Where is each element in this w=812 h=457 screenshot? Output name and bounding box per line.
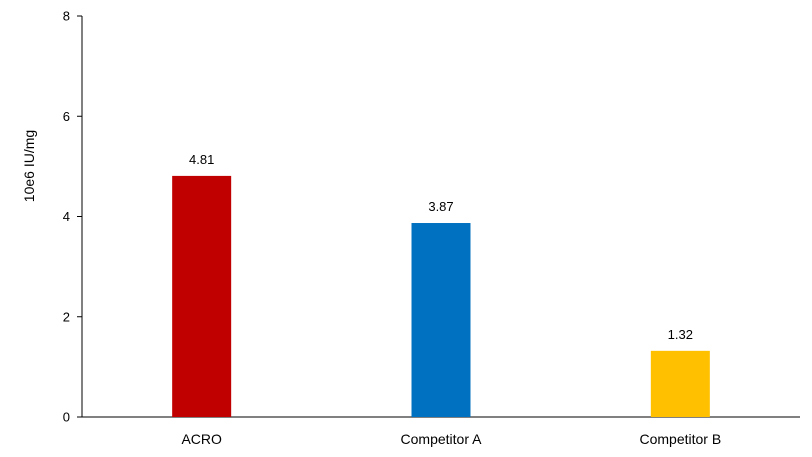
y-axis-title: 10e6 IU/mg — [21, 130, 37, 202]
x-tick-label: Competitor A — [401, 431, 483, 447]
y-tick-label: 2 — [63, 309, 70, 324]
x-tick-label: Competitor B — [639, 431, 721, 447]
bar — [172, 175, 232, 417]
y-tick-label: 6 — [63, 109, 70, 124]
data-label: 1.32 — [668, 327, 693, 342]
bar — [650, 350, 710, 417]
category-labels-group: ACRO Competitor A Competitor B — [181, 431, 721, 447]
x-tick-label: ACRO — [181, 431, 222, 447]
y-tick-label: 4 — [63, 209, 70, 224]
data-labels-group: 4.81 3.87 1.32 — [189, 152, 693, 342]
y-tick-label: 0 — [63, 410, 70, 425]
y-axis: 0 2 4 6 8 — [63, 9, 83, 425]
bar — [411, 223, 471, 417]
data-label: 4.81 — [189, 152, 214, 167]
y-tick-label: 8 — [63, 9, 70, 24]
bars-group — [172, 175, 710, 417]
data-label: 3.87 — [428, 199, 453, 214]
